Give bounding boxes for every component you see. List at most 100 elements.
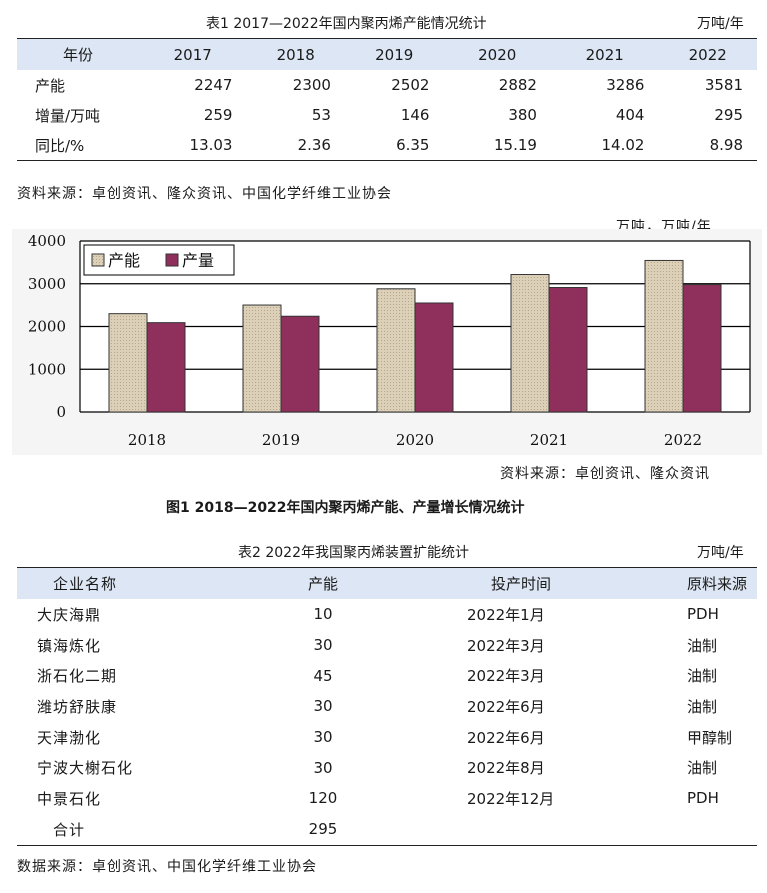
table1-header-year: 2020: [478, 45, 517, 64]
x-tick-label: 2022: [664, 431, 702, 449]
table1-cell: 15.19: [443, 130, 551, 161]
table1-cell: 380: [508, 106, 537, 124]
table2-feedstock: 油制: [687, 667, 718, 686]
legend-label-output: 产量: [182, 251, 214, 270]
table1-cell: 2502: [391, 76, 430, 94]
figure1-caption: 图1 2018—2022年国内聚丙烯产能、产量增长情况统计: [166, 500, 525, 516]
table-row: 天津渤化 30 2022年6月 甲醇制: [17, 722, 757, 753]
table1-header-year: 2019: [375, 45, 414, 64]
legend-label-capacity: 产能: [108, 251, 140, 270]
table1-cell: 2.36: [246, 130, 345, 161]
x-tick-label: 2020: [396, 431, 434, 449]
table2-company: 潍坊舒肤康: [37, 697, 118, 716]
table-row: 同比/% 13.03 2.36 6.35 15.19 14.02 8.98: [17, 130, 757, 161]
table1-cell: 2882: [498, 76, 537, 94]
table-row: 镇海炼化 30 2022年3月 油制: [17, 630, 757, 661]
table2-date: 2022年3月: [467, 667, 545, 686]
bar-output: [682, 284, 722, 413]
table2-date: 2022年6月: [467, 697, 545, 716]
figure1-chart: 0 1000 2000 3000 4000 2018 2019 2020 2021 2022 产能 产…: [12, 229, 762, 455]
table2-source: 数据来源：卓创资讯、中国化学纤维工业协会: [17, 859, 317, 875]
bar-chart: 0 1000 2000 3000 4000 2018 2019 2020 2021 2022 产能 产…: [28, 232, 751, 449]
y-tick-label: 4000: [28, 232, 66, 250]
table2-header: 产能: [307, 575, 338, 593]
figure1-source: 资料来源：卓创资讯、隆众资讯: [500, 466, 710, 482]
table1-cell: 3581: [704, 76, 743, 94]
legend-box: [83, 244, 235, 276]
table1-cell: 259: [203, 106, 233, 124]
table2-capacity: 10: [313, 605, 333, 624]
table1-cell: 2300: [292, 76, 331, 94]
table2-total-value: 295: [273, 813, 373, 846]
x-tick-label: 2019: [262, 431, 300, 449]
table2-header: 原料来源: [687, 575, 748, 593]
table2-total-row: 合计 295: [17, 813, 757, 846]
table1: 年份 2017 2018 2019 2020 2021 2022 产能 2247…: [17, 38, 757, 161]
bar-capacity: [376, 288, 416, 413]
y-tick-label: 3000: [28, 275, 66, 293]
table-row: 浙石化二期 45 2022年3月 油制: [17, 660, 757, 691]
table-row: 增量/万吨 259 53 146 380 404 295: [17, 100, 757, 130]
table2-feedstock: 油制: [687, 636, 718, 655]
table2-date: 2022年6月: [467, 728, 545, 747]
table2-capacity: 30: [313, 697, 333, 716]
table2-company: 中景石化: [37, 789, 102, 808]
table-row: 潍坊舒肤康 30 2022年6月 油制: [17, 691, 757, 722]
bar-capacity: [644, 259, 684, 413]
table1-cell: 3286: [606, 76, 645, 94]
table1-row-label: 同比/%: [17, 130, 139, 161]
table2-capacity: 30: [313, 758, 333, 777]
table1-cell: 6.35: [344, 130, 444, 161]
bar-capacity: [108, 313, 148, 413]
table2-date: 2022年12月: [467, 789, 555, 808]
table1-cell: 295: [714, 106, 743, 124]
table1-header-year: 2017: [173, 45, 212, 64]
table1-cell: 53: [311, 106, 331, 124]
x-tick-label: 2018: [128, 431, 166, 449]
table2-total-label: 合计: [17, 813, 273, 846]
table2-company: 浙石化二期: [37, 667, 118, 686]
table1-header-year-label: 年份: [62, 46, 93, 64]
table1-unit: 万吨/年: [697, 16, 744, 32]
table2: 企业名称 产能 投产时间 原料来源 大庆海鼎 10 2022年1月 PDH 镇海…: [17, 567, 757, 846]
table-row: 大庆海鼎 10 2022年1月 PDH: [17, 599, 757, 630]
table1-cell: 404: [615, 106, 645, 124]
table-row: 中景石化 120 2022年12月 PDH: [17, 783, 757, 814]
bar-output: [146, 322, 186, 413]
table2-date: 2022年3月: [467, 636, 545, 655]
table1-cell: 14.02: [550, 130, 659, 161]
y-tick-label: 0: [56, 403, 66, 421]
table2-capacity: 30: [313, 728, 333, 747]
table1-title: 表1 2017—2022年国内聚丙烯产能情况统计: [206, 16, 487, 32]
table2-date: 2022年8月: [467, 759, 545, 778]
legend-swatch-output: [165, 253, 179, 267]
table2-feedstock: 油制: [687, 759, 718, 778]
table2-total-empty: [671, 813, 757, 846]
table2-unit: 万吨/年: [697, 545, 744, 561]
table2-feedstock: 油制: [687, 697, 718, 716]
table2-header-row: 企业名称 产能 投产时间 原料来源: [17, 567, 757, 599]
table2-header: 企业名称: [53, 575, 118, 593]
table1-header-year: 2021: [585, 45, 624, 64]
legend-swatch-capacity: [91, 253, 105, 267]
table1-header-year: 2022: [688, 45, 727, 64]
table2-header: 投产时间: [491, 575, 552, 593]
table2-feedstock: PDH: [687, 605, 719, 624]
table2-feedstock: 甲醇制: [687, 728, 733, 747]
table2-company: 镇海炼化: [37, 636, 102, 655]
table1-header-year: 2018: [276, 45, 315, 64]
table2-title: 表2 2022年我国聚丙烯装置扩能统计: [238, 545, 469, 561]
y-tick-label: 1000: [28, 360, 66, 378]
table1-cell: 2247: [194, 76, 233, 94]
table1-row-label: 产能: [35, 76, 66, 95]
table2-capacity: 30: [313, 636, 333, 655]
bar-output: [414, 302, 454, 413]
table2-capacity: 45: [313, 666, 333, 685]
table1-cell: 146: [400, 106, 430, 124]
table2-company: 大庆海鼎: [37, 605, 102, 624]
bar-capacity: [242, 304, 282, 413]
table2-feedstock: PDH: [687, 789, 719, 808]
table2-total-empty: [373, 813, 671, 846]
table1-row-label: 增量/万吨: [35, 106, 101, 125]
table1-cell: 13.03: [139, 130, 247, 161]
